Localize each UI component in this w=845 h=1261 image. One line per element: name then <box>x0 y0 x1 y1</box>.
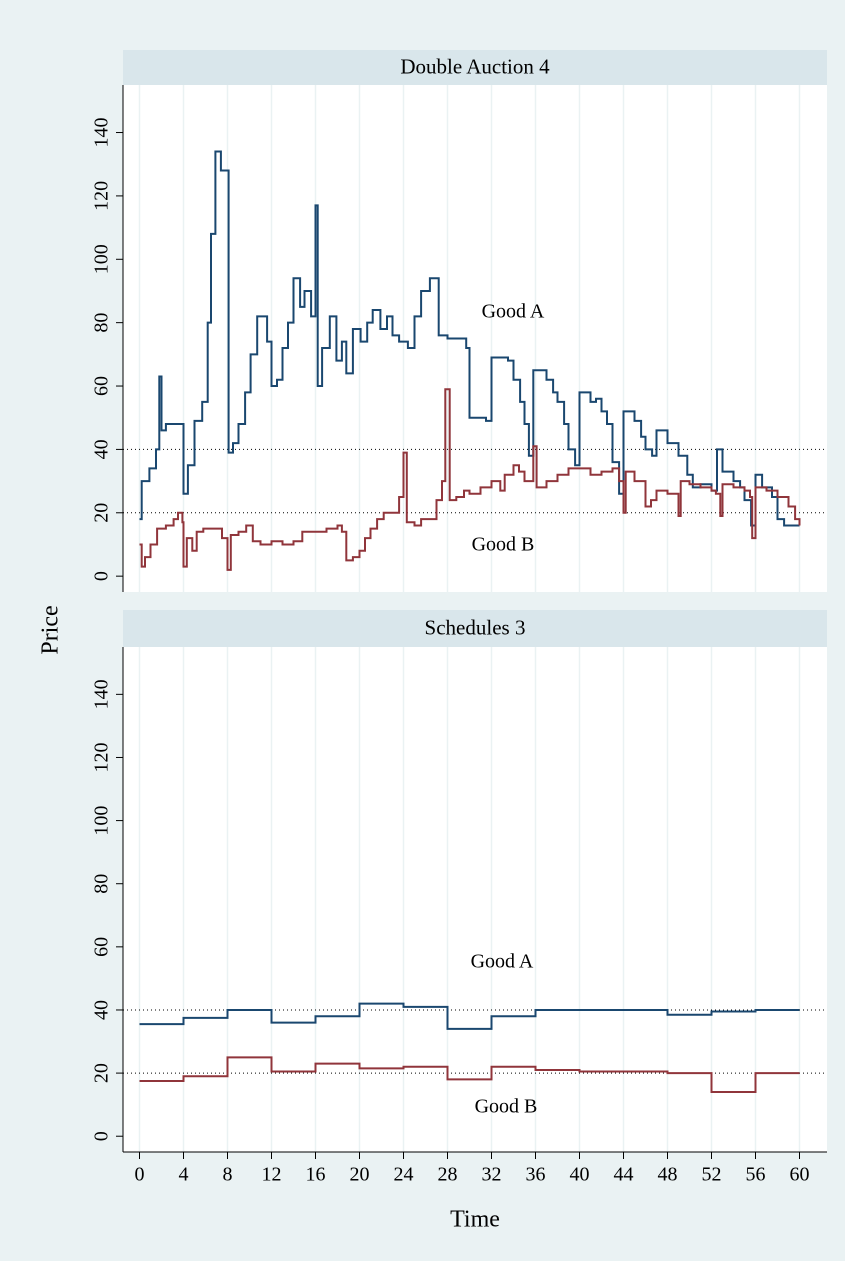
x-tick-label: 40 <box>570 1164 590 1186</box>
panel-title: Schedules 3 <box>425 615 526 639</box>
x-tick-label: 4 <box>179 1164 189 1186</box>
y-tick-label: 100 <box>91 244 113 274</box>
x-tick-label: 24 <box>394 1164 414 1186</box>
plot-area <box>123 85 827 592</box>
y-tick-label: 60 <box>91 376 113 396</box>
x-tick-label: 60 <box>790 1164 810 1186</box>
series-label: Good A <box>482 301 545 323</box>
y-tick-label: 20 <box>91 503 113 523</box>
x-tick-label: 12 <box>262 1164 282 1186</box>
y-tick-label: 100 <box>91 806 113 836</box>
series-label: Good B <box>475 1096 538 1118</box>
series-line <box>139 388 801 571</box>
x-tick-label: 44 <box>614 1164 634 1186</box>
x-tick-label: 16 <box>306 1164 326 1186</box>
plot-area <box>123 647 827 1152</box>
x-tick-label: 52 <box>702 1164 722 1186</box>
y-tick-label: 0 <box>91 571 113 581</box>
x-tick-label: 28 <box>438 1164 458 1186</box>
series-line <box>139 1056 800 1094</box>
y-tick-label: 140 <box>91 118 113 148</box>
x-tick-label: 20 <box>350 1164 370 1186</box>
y-tick-label: 0 <box>91 1131 113 1141</box>
series-line <box>139 150 800 527</box>
title-bar <box>123 610 827 647</box>
x-tick-label: 56 <box>746 1164 766 1186</box>
series-line <box>139 1002 800 1030</box>
y-tick-label: 20 <box>91 1063 113 1083</box>
x-axis-title: Time <box>450 1207 500 1233</box>
y-tick-label: 60 <box>91 937 113 957</box>
y-tick-label: 40 <box>91 1000 113 1020</box>
y-tick-label: 80 <box>91 874 113 894</box>
y-tick-label: 120 <box>91 181 113 211</box>
x-tick-label: 0 <box>135 1164 145 1186</box>
y-tick-label: 120 <box>91 742 113 772</box>
y-tick-label: 140 <box>91 679 113 709</box>
x-tick-label: 8 <box>223 1164 233 1186</box>
title-bar <box>123 50 827 85</box>
x-tick-label: 36 <box>526 1164 546 1186</box>
x-tick-label: 32 <box>482 1164 502 1186</box>
x-tick-label: 48 <box>658 1164 678 1186</box>
series-label: Good A <box>471 951 534 973</box>
series-label: Good B <box>472 534 535 556</box>
y-tick-label: 80 <box>91 313 113 333</box>
panel-title: Double Auction 4 <box>400 54 550 78</box>
y-axis-title: Price <box>38 605 64 654</box>
y-tick-label: 40 <box>91 439 113 459</box>
